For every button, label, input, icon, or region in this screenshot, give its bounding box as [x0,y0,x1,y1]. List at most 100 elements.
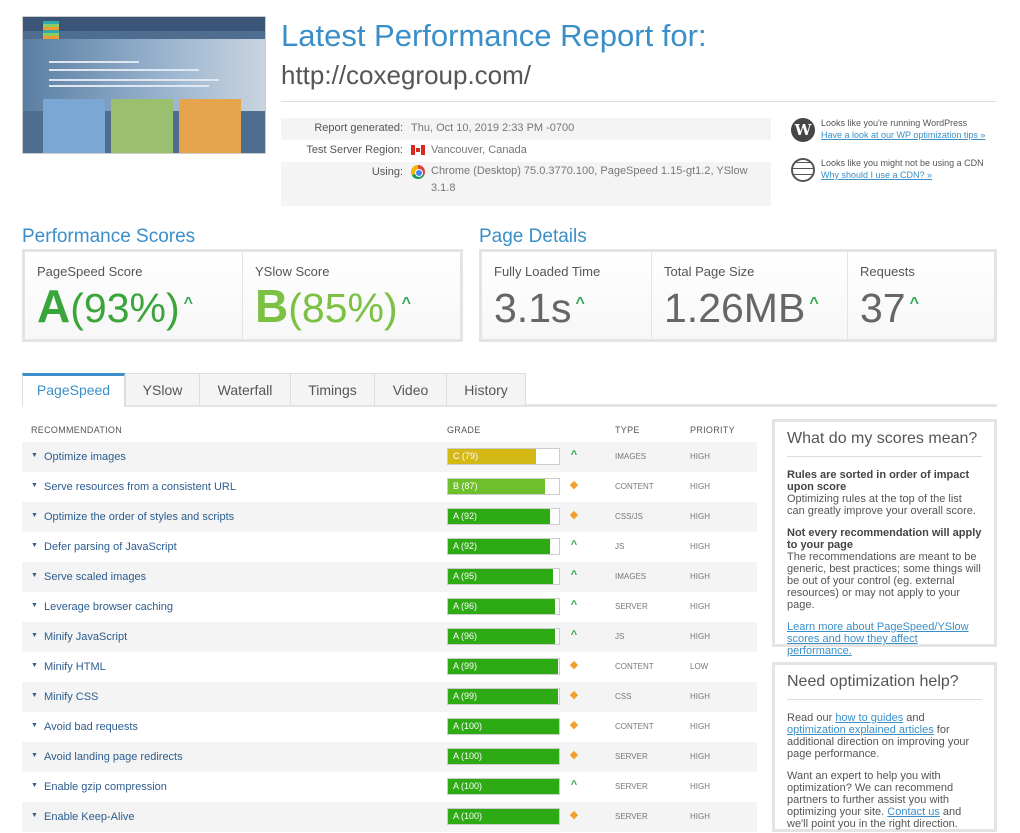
col-grade: GRADE [447,425,481,435]
tab-video[interactable]: Video [374,373,447,405]
cdn-info-link[interactable]: Why should I use a CDN? » [821,170,933,180]
grade-bar: C (79) [447,448,560,465]
expand-caret-icon[interactable]: ▼ [31,722,38,729]
globe-icon [791,158,815,182]
recommendation-name[interactable]: Avoid landing page redirects [44,751,183,763]
recommendation-name[interactable]: Avoid bad requests [44,721,138,733]
scores-info-title: What do my scores mean? [787,430,982,457]
table-row[interactable]: ▼ Optimize images C (79) ^ IMAGES HIGH [22,442,757,472]
expand-caret-icon[interactable]: ▼ [31,782,38,789]
grade-bar: B (87) [447,478,560,495]
expand-caret-icon[interactable]: ▼ [31,542,38,549]
grade-bar: A (92) [447,508,560,525]
table-row[interactable]: ▼ Avoid landing page redirects A (100) ◆ SER… [22,742,757,772]
recommendation-name[interactable]: Enable Keep-Alive [44,811,135,823]
grade-bar-fill: A (100) [448,809,559,824]
cdn-notice-text: Looks like you might not be using a CDN [821,158,984,168]
expand-caret-icon[interactable]: ▼ [31,572,38,579]
optimization-articles-link[interactable]: optimization explained articles [787,724,934,736]
table-row[interactable]: ▼ Optimize the order of styles and script… [22,502,757,532]
yslow-score-label: YSlow Score [255,264,330,279]
trend-up-icon: ^ [570,779,578,791]
help-text: and [903,712,925,724]
grade-bar: A (96) [447,628,560,645]
table-row[interactable]: ▼ Serve scaled images A (95) ^ IMAGES HIGH [22,562,757,592]
scores-info-text-1: Optimizing rules at the top of the list … [787,493,976,517]
recommendation-name[interactable]: Optimize images [44,451,126,463]
table-row[interactable]: ▼ Leverage browser caching A (96) ^ SERVER HI… [22,592,757,622]
recommendation-name[interactable]: Minify JavaScript [44,631,128,643]
grade-bar-fill: A (99) [448,689,558,704]
recommendation-name[interactable]: Serve scaled images [44,571,147,583]
trend-up-icon: ^ [570,569,578,581]
requests-card: Requests 37 ^ [848,252,994,339]
recommendation-name[interactable]: Defer parsing of JavaScript [44,541,177,553]
tab-waterfall[interactable]: Waterfall [199,373,291,405]
recommendation-type: SERVER [615,752,648,761]
learn-more-link[interactable]: Learn more about PageSpeed/YSlow scores … [787,621,969,657]
no-change-icon: ◆ [569,479,579,491]
pagespeed-grade: A [37,280,71,332]
table-row[interactable]: ▼ Minify CSS A (99) ◆ CSS HIGH [22,682,757,712]
scores-info-heading-1: Rules are sorted in order of impact upon… [787,469,970,493]
trend-up-icon: ^ [575,295,585,312]
expand-caret-icon[interactable]: ▼ [31,692,38,699]
expand-caret-icon[interactable]: ▼ [31,482,38,489]
region-value: Vancouver, Canada [431,144,527,156]
table-row[interactable]: ▼ Minify HTML A (99) ◆ CONTENT LOW [22,652,757,682]
optimization-help-box: Need optimization help? Read our how to … [772,662,997,832]
help-text: Want an expert to help you with optimiza… [787,770,954,818]
help-text: for additional direction on improving yo… [787,724,970,760]
grade-bar: A (100) [447,778,560,795]
recommendation-name[interactable]: Minify CSS [44,691,99,703]
table-row[interactable]: ▼ Enable Keep-Alive A (100) ◆ SERVER HIGH [22,802,757,832]
recommendation-name[interactable]: Minify HTML [44,661,106,673]
no-change-icon: ◆ [569,509,579,521]
scores-info-text-2: The recommendations are meant to be gene… [787,551,981,611]
table-row[interactable]: ▼ Defer parsing of JavaScript A (92) ^ JS HIG… [22,532,757,562]
scores-info-heading-2: Not every recommendation will apply to y… [787,527,982,551]
contact-us-link[interactable]: Contact us [887,806,940,818]
recommendation-priority: HIGH [690,512,710,521]
recommendation-type: SERVER [615,812,648,821]
recommendation-name[interactable]: Enable gzip compression [44,781,167,793]
table-row[interactable]: ▼ Avoid bad requests A (100) ◆ CONTENT HIGH [22,712,757,742]
tab-timings[interactable]: Timings [290,373,375,405]
expand-caret-icon[interactable]: ▼ [31,812,38,819]
recommendation-name[interactable]: Serve resources from a consistent URL [44,481,236,493]
grade-bar: A (92) [447,538,560,555]
trend-up-icon: ^ [401,295,411,312]
table-row[interactable]: ▼ Minify JavaScript A (96) ^ JS HIGH [22,622,757,652]
recommendation-priority: HIGH [690,782,710,791]
how-to-guides-link[interactable]: how to guides [835,712,904,724]
fully-loaded-card: Fully Loaded Time 3.1s ^ [482,252,652,339]
no-change-icon: ◆ [569,809,579,821]
expand-caret-icon[interactable]: ▼ [31,512,38,519]
fully-loaded-label: Fully Loaded Time [494,264,601,279]
expand-caret-icon[interactable]: ▼ [31,662,38,669]
trend-up-icon: ^ [570,539,578,551]
no-change-icon: ◆ [569,659,579,671]
table-row[interactable]: ▼ Serve resources from a consistent URL B … [22,472,757,502]
site-screenshot-thumbnail [22,16,266,154]
expand-caret-icon[interactable]: ▼ [31,632,38,639]
tab-history[interactable]: History [446,373,526,405]
recommendation-name[interactable]: Leverage browser caching [44,601,174,613]
expand-caret-icon[interactable]: ▼ [31,752,38,759]
table-row[interactable]: ▼ Enable gzip compression A (100) ^ SERVER HI… [22,772,757,802]
grade-bar-fill: A (92) [448,509,551,524]
trend-up-icon: ^ [183,295,193,312]
tab-pagespeed[interactable]: PageSpeed [22,373,125,407]
recommendation-priority: HIGH [690,542,710,551]
optimization-help-title: Need optimization help? [787,673,982,700]
page-size-card: Total Page Size 1.26MB ^ [652,252,848,339]
grade-bar-fill: A (96) [448,599,555,614]
recommendation-name[interactable]: Optimize the order of styles and scripts [44,511,235,523]
expand-caret-icon[interactable]: ▼ [31,452,38,459]
trend-up-icon: ^ [909,295,919,312]
pagespeed-score-label: PageSpeed Score [37,264,143,279]
tab-yslow[interactable]: YSlow [125,373,200,405]
wordpress-tips-link[interactable]: Have a look at our WP optimization tips … [821,130,986,140]
grade-bar: A (100) [447,748,560,765]
expand-caret-icon[interactable]: ▼ [31,602,38,609]
